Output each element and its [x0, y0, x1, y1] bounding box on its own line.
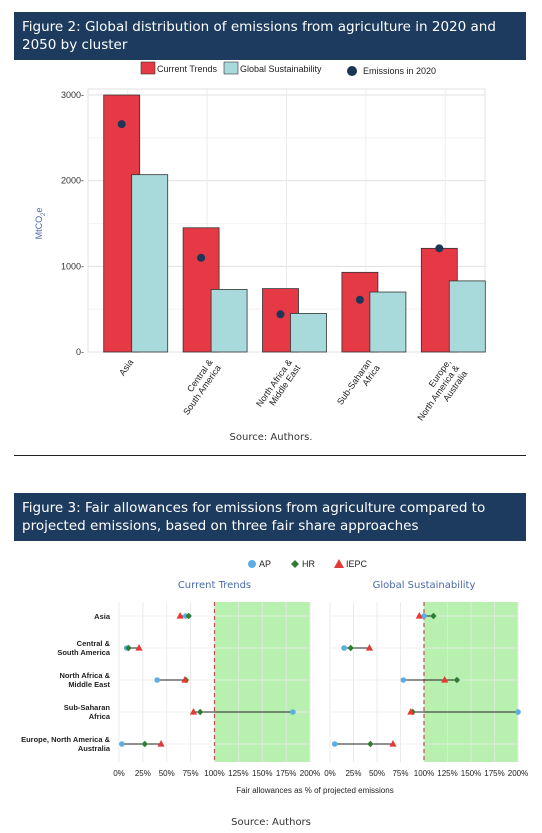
bar-global-sustainability: [369, 291, 407, 353]
legend-swatch-global-sustainability: [223, 61, 239, 75]
bar-global-sustainability: [290, 313, 327, 353]
x-tick-label: 125%: [228, 769, 248, 778]
legend-swatch-current-trends: [140, 61, 156, 75]
point-iepc: [407, 708, 415, 715]
point-hr: [196, 708, 204, 716]
panel-title: Current Trends: [178, 580, 251, 591]
point-iepc: [189, 708, 198, 715]
point-iepc: [157, 740, 165, 747]
x-tick-label: 25%: [135, 769, 151, 778]
point-hr: [185, 612, 192, 620]
point-iepc: [389, 740, 397, 747]
figure-3-title: Figure 3: Fair allowances for emissions …: [14, 493, 526, 541]
legend-label-current-trends: Current Trends: [157, 64, 218, 74]
point-iepc: [415, 612, 423, 619]
x-tick-label: 0%: [324, 769, 336, 778]
figure-3-chart: AP HR IEPC Asia Central & South America North …: [21, 559, 528, 795]
legend-label-iepc: IEPC: [346, 559, 368, 569]
point-emissions-2020: [435, 244, 444, 253]
point-hr: [367, 740, 374, 748]
point-ap: [421, 613, 427, 619]
legend-label-emissions-2020: Emissions in 2020: [363, 66, 436, 76]
point-hr: [125, 644, 132, 652]
point-iepc: [181, 676, 189, 683]
point-ap: [119, 741, 125, 747]
legend-label-global-sustainability: Global Sustainability: [240, 64, 322, 74]
point-emissions-2020: [117, 120, 126, 129]
point-ap: [341, 645, 347, 651]
legend-marker-iepc: [334, 559, 344, 568]
figure-divider: [14, 455, 526, 456]
y-axis-label: MtCO2e: [34, 208, 47, 240]
point-iepc: [176, 612, 184, 619]
panel-title: Global Sustainability: [373, 580, 476, 591]
legend-label-ap: AP: [259, 559, 271, 569]
x-tick-label: 125%: [437, 769, 457, 778]
bar-global-sustainability: [131, 174, 169, 353]
x-tick-label: 200%: [508, 769, 528, 778]
figure-2-chart: 0- 1000- 2000- 3000- MtCO2e Asia Central &Sout…: [34, 61, 486, 428]
point-ap: [290, 709, 296, 715]
x-category-label: Sub-SaharanAfrica: [335, 357, 382, 412]
x-tick-label: 100%: [414, 769, 434, 778]
row-category-label: Asia: [94, 612, 111, 621]
y-tick-label: 0-: [76, 347, 84, 357]
x-tick-label: 150%: [252, 769, 272, 778]
x-category-label: Central &South America: [173, 357, 223, 416]
x-tick-label: 50%: [159, 769, 175, 778]
x-axis-label: Fair allowances as % of projected emissi…: [236, 786, 393, 795]
point-ap: [154, 677, 160, 683]
y-tick-label: 3000-: [61, 90, 84, 100]
point-hr: [141, 740, 148, 748]
point-ap: [400, 677, 407, 683]
x-tick-label: 200%: [300, 769, 320, 778]
x-tick-label: 150%: [461, 769, 481, 778]
x-tick-label: 75%: [183, 769, 199, 778]
point-iepc: [135, 644, 143, 651]
row-category-label: Europe, North America & Australia: [21, 735, 111, 753]
point-iepc: [441, 676, 449, 683]
legend-marker-ap: [248, 560, 256, 568]
point-emissions-2020: [197, 253, 206, 262]
point-hr: [347, 644, 354, 652]
x-tick-label: 75%: [392, 769, 408, 778]
figure-2-source: Source: Authors.: [229, 432, 313, 443]
row-category-label: Central & South America: [57, 639, 110, 657]
x-tick-label: 175%: [484, 769, 504, 778]
figure-3-source: Source: Authors: [231, 817, 311, 828]
point-iepc: [365, 644, 374, 651]
x-tick-label: 100%: [204, 769, 224, 778]
x-tick-label: 175%: [276, 769, 296, 778]
row-category-label: North Africa & Middle East: [59, 671, 110, 689]
x-category-label: North Africa &Middle East: [254, 357, 303, 414]
bar-global-sustainability: [448, 280, 486, 353]
point-ap: [331, 741, 338, 747]
x-category-label: Asia: [117, 357, 135, 377]
x-tick-label: 0%: [113, 769, 125, 778]
point-emissions-2020: [276, 310, 285, 319]
row-category-label: Sub-Saharan Africa: [64, 703, 111, 721]
y-tick-label: 1000-: [61, 261, 84, 271]
point-ap: [515, 709, 521, 715]
figure-2-title: Figure 2: Global distribution of emissio…: [14, 12, 526, 60]
point-emissions-2020: [355, 295, 364, 304]
point-hr: [430, 612, 437, 620]
x-category-label: Europe,North America &Australia: [407, 357, 469, 428]
x-tick-label: 25%: [345, 769, 361, 778]
y-tick-label: 2000-: [61, 176, 84, 186]
legend-marker-hr: [291, 560, 299, 568]
legend-marker-emissions-2020: [347, 66, 357, 76]
x-tick-label: 50%: [369, 769, 385, 778]
legend-label-hr: HR: [302, 559, 315, 569]
bar-global-sustainability: [210, 289, 248, 353]
point-hr: [453, 676, 461, 684]
